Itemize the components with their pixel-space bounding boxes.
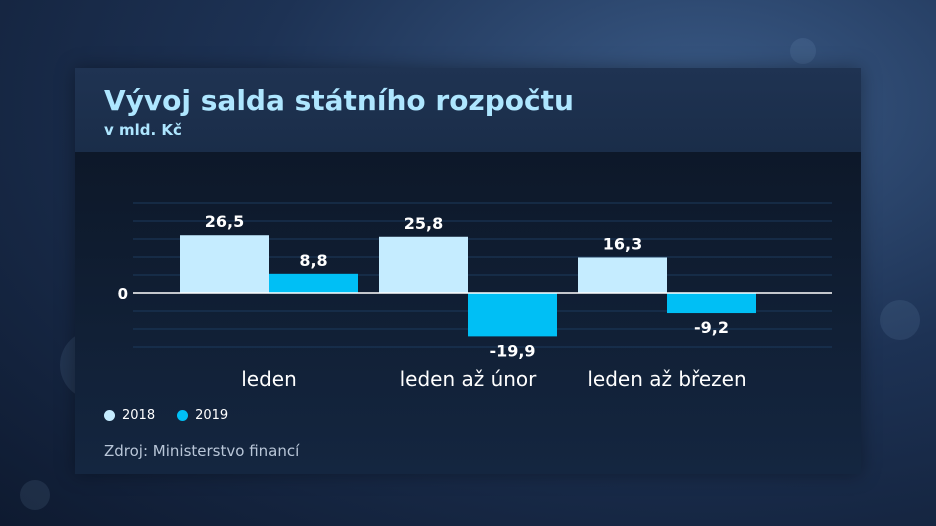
bar-chart: 26,5 25,8 16,3 8,8 -19,9 -9,2 0 leden leden až ú… (118, 202, 832, 391)
bar-2018-0 (180, 235, 269, 293)
source-note: Zdroj: Ministerstvo financí (104, 442, 300, 460)
value-label: -9,2 (694, 318, 729, 337)
chart-subtitle: v mld. Kč (104, 121, 182, 139)
legend-item-2018: 2018 (104, 408, 155, 423)
category-label: leden (241, 367, 297, 391)
legend-swatch-2018 (104, 410, 115, 421)
chart-header: Vývoj salda státního rozpočtu v mld. Kč (75, 68, 861, 152)
background-bokeh (790, 38, 816, 64)
legend-label-2018: 2018 (122, 408, 156, 423)
value-label: 26,5 (205, 212, 244, 231)
background-bokeh (20, 480, 50, 510)
value-label: 16,3 (603, 234, 642, 253)
chart-legend: 2018 2019 (104, 408, 228, 423)
bar-2019-2 (667, 293, 756, 314)
background-bokeh (880, 300, 920, 340)
category-label: leden až únor (400, 367, 538, 391)
bar-2019-1 (468, 293, 557, 337)
legend-item-2019: 2019 (177, 408, 228, 423)
value-label: -19,9 (489, 341, 535, 360)
y-tick-label: 0 (118, 285, 128, 303)
bar-2019-0 (269, 273, 358, 293)
category-label: leden až březen (587, 367, 746, 391)
legend-swatch-2019 (177, 410, 189, 421)
value-label: 8,8 (299, 251, 327, 270)
bar-2018-2 (578, 257, 667, 293)
legend-label-2019: 2019 (195, 408, 229, 423)
chart-body: 26,5 25,8 16,3 8,8 -19,9 -9,2 0 leden leden až ú… (75, 152, 861, 474)
chart-title: Vývoj salda státního rozpočtu (104, 84, 574, 117)
bar-2018-1 (379, 236, 468, 293)
chart-panel: Vývoj salda státního rozpočtu v mld. Kč … (75, 68, 861, 474)
value-label: 25,8 (404, 214, 443, 233)
